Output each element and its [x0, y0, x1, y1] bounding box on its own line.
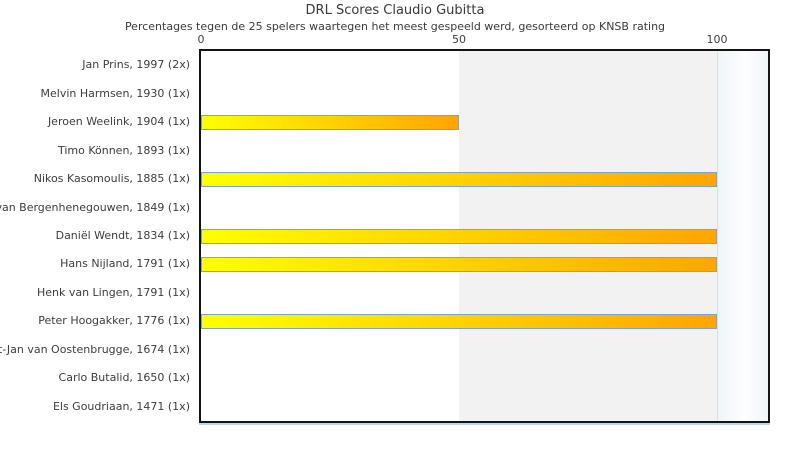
category-label: Melvin Harmsen, 1930 (1x) [40, 86, 190, 100]
bar [201, 171, 717, 187]
bar [201, 114, 459, 130]
x-axis-tick-0: 0 [197, 33, 205, 46]
category-label: t-Jan van Oostenbrugge, 1674 (1x) [0, 342, 190, 356]
category-label: Hans Nijland, 1791 (1x) [60, 257, 190, 271]
category-label: Nikos Kasomoulis, 1885 (1x) [33, 172, 190, 186]
chart-title: DRL Scores Claudio Gubitta [305, 3, 485, 18]
category-label: Timo Können, 1893 (1x) [57, 143, 190, 157]
background-band-beyond-100 [717, 51, 768, 421]
x-axis-tick-100: 100 [706, 33, 728, 46]
category-label: Henk van Lingen, 1791 (1x) [36, 285, 190, 299]
category-label: Jeroen Weelink, 1904 (1x) [47, 115, 190, 129]
bar [201, 313, 717, 329]
bar [201, 228, 717, 244]
category-label: Peter Hoogakker, 1776 (1x) [38, 314, 190, 328]
plot-area [199, 49, 770, 423]
category-label: Els Goudriaan, 1471 (1x) [52, 399, 190, 413]
category-label: Carlo Butalid, 1650 (1x) [58, 371, 190, 385]
bar [201, 256, 717, 272]
category-label: Daniël Wendt, 1834 (1x) [55, 229, 190, 242]
chart-subtitle: Percentages tegen de 25 spelers waartege… [124, 20, 666, 33]
x-axis-tick-50: 50 [452, 33, 466, 46]
category-labels: Jan Prins, 1997 (2x) Melvin Harmsen, 1930… [0, 51, 190, 421]
category-label: van Bergenhenegouwen, 1849 (1x) [0, 200, 190, 214]
category-label: Jan Prins, 1997 (2x) [82, 58, 190, 72]
